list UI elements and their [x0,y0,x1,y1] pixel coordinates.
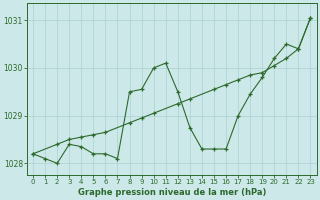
X-axis label: Graphe pression niveau de la mer (hPa): Graphe pression niveau de la mer (hPa) [77,188,266,197]
